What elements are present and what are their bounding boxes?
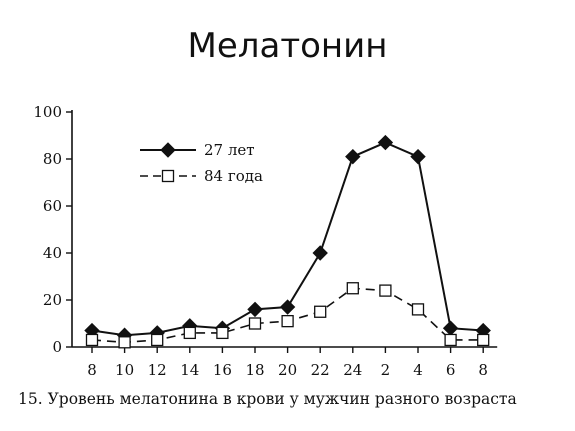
series-1-point-11 — [444, 333, 457, 347]
x-tick-label-12: 8 — [478, 361, 488, 379]
series-1-point-0 — [85, 333, 99, 347]
x-tick-label-8: 24 — [343, 361, 362, 379]
x-tick-label-4: 16 — [213, 361, 232, 379]
series-1-point-7 — [314, 305, 327, 318]
series-1-point-2 — [151, 333, 164, 347]
legend-marker-1 — [161, 169, 175, 183]
series-0-point-11 — [442, 320, 459, 336]
series-1-point-8 — [346, 282, 359, 295]
y-tick-label-4: 80 — [43, 150, 62, 168]
y-tick-label-2: 40 — [43, 244, 62, 262]
series-1-point-6 — [281, 314, 294, 328]
series-0-point-7 — [312, 245, 328, 261]
x-tick-label-0: 8 — [87, 361, 97, 379]
legend-marker-0 — [160, 142, 176, 158]
series-0-point-6 — [279, 299, 296, 315]
series-1-point-12 — [477, 333, 490, 347]
series-0-point-9 — [377, 134, 394, 151]
series-1-point-9 — [379, 284, 392, 297]
series-1-point-1 — [118, 336, 131, 349]
figure-caption: 15. Уровень мелатонина в крови у мужчин … — [18, 390, 517, 408]
slide-title: Мелатонин — [187, 26, 388, 66]
legend-label-1: 84 года — [204, 167, 263, 185]
series-1-point-5 — [248, 317, 262, 330]
x-tick-label-2: 12 — [148, 361, 167, 379]
series-0-point-5 — [247, 301, 263, 318]
series-0-point-8 — [345, 148, 361, 165]
series-0-point-10 — [410, 148, 426, 165]
y-tick-label-5: 100 — [33, 103, 62, 121]
x-tick-label-5: 18 — [245, 361, 264, 379]
x-tick-label-1: 10 — [115, 361, 134, 379]
series-1-point-3 — [183, 326, 196, 340]
series-1-point-10 — [411, 303, 425, 316]
x-tick-label-3: 14 — [180, 361, 199, 379]
x-tick-label-11: 6 — [446, 361, 456, 379]
series-1-point-4 — [216, 326, 229, 340]
y-tick-label-1: 20 — [43, 291, 62, 309]
legend-label-0: 27 лет — [204, 141, 255, 159]
y-tick-label-0: 0 — [52, 338, 62, 356]
x-tick-label-9: 2 — [381, 361, 391, 379]
x-tick-label-7: 22 — [311, 361, 330, 379]
y-tick-label-3: 60 — [43, 197, 62, 215]
x-tick-label-6: 20 — [278, 361, 297, 379]
x-tick-label-10: 4 — [413, 361, 423, 379]
